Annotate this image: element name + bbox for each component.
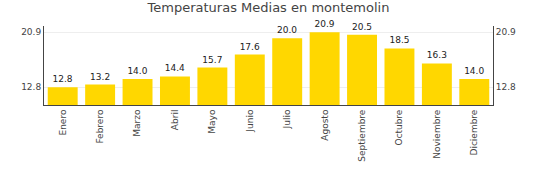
svg-text:Septiembre: Septiembre bbox=[357, 109, 367, 162]
svg-text:20.9: 20.9 bbox=[496, 27, 516, 37]
svg-text:14.0: 14.0 bbox=[464, 66, 484, 76]
svg-text:20.9: 20.9 bbox=[21, 27, 41, 37]
svg-text:16.3: 16.3 bbox=[427, 50, 447, 60]
svg-text:15.7: 15.7 bbox=[202, 55, 222, 65]
svg-text:20.9: 20.9 bbox=[314, 19, 334, 29]
svg-text:Febrero: Febrero bbox=[95, 109, 105, 143]
svg-text:Junio: Junio bbox=[245, 109, 255, 133]
svg-text:18.5: 18.5 bbox=[389, 35, 409, 45]
svg-text:20.0: 20.0 bbox=[277, 25, 297, 35]
svg-text:Julio: Julio bbox=[282, 109, 292, 129]
svg-text:14.0: 14.0 bbox=[127, 66, 147, 76]
svg-text:14.4: 14.4 bbox=[165, 63, 185, 73]
svg-text:12.8: 12.8 bbox=[496, 82, 516, 92]
svg-text:Abril: Abril bbox=[170, 110, 180, 131]
svg-text:17.6: 17.6 bbox=[240, 42, 260, 52]
svg-text:12.8: 12.8 bbox=[21, 82, 41, 92]
svg-text:20.5: 20.5 bbox=[352, 22, 372, 32]
svg-text:Enero: Enero bbox=[58, 109, 68, 135]
svg-text:12.8: 12.8 bbox=[53, 74, 73, 84]
svg-text:Noviembre: Noviembre bbox=[432, 109, 442, 159]
svg-text:Temperaturas Medias en montemo: Temperaturas Medias en montemolin bbox=[147, 0, 390, 15]
svg-text:Mayo: Mayo bbox=[207, 109, 217, 134]
svg-text:Marzo: Marzo bbox=[132, 109, 142, 137]
svg-text:Agosto: Agosto bbox=[320, 109, 330, 141]
svg-text:13.2: 13.2 bbox=[90, 72, 110, 82]
svg-text:Octubre: Octubre bbox=[394, 109, 404, 145]
svg-text:Diciembre: Diciembre bbox=[469, 109, 479, 155]
